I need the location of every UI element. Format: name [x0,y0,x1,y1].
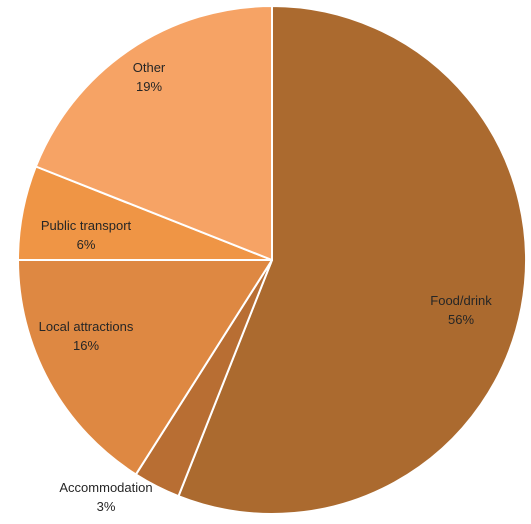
pie-slice-other [34,5,273,261]
pie-slice-local-attractions [17,259,273,476]
slice-value-accommodation: 3% [97,499,116,514]
data-label-accommodation: Accommodation 3% [59,480,152,514]
slice-label-public-transport: Public transport [41,218,132,233]
slice-label-accommodation: Accommodation [59,480,152,495]
slice-value-local-attractions: 16% [73,338,99,353]
slice-value-food-drink: 56% [448,312,474,327]
slice-label-local-attractions: Local attractions [39,319,134,334]
slice-value-other: 19% [136,79,162,94]
labels-layer: Food/drink 56% Accommodation 3% Local attrac… [39,60,493,514]
slice-label-other: Other [133,60,166,75]
data-label-other: Other 19% [133,60,166,94]
slice-value-public-transport: 6% [77,237,96,252]
pie-slice-food-drink [177,5,527,515]
data-label-local-attractions: Local attractions 16% [39,319,134,353]
slice-label-food-drink: Food/drink [430,293,492,308]
slices-layer [17,5,527,515]
data-label-public-transport: Public transport 6% [41,218,132,252]
data-label-food-drink: Food/drink 56% [430,293,492,327]
